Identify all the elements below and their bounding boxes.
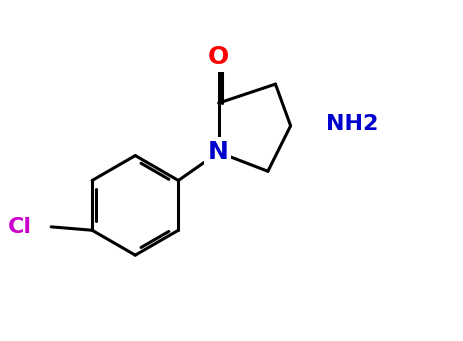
Text: O: O [208, 45, 229, 69]
Text: Cl: Cl [8, 217, 32, 237]
Text: NH2: NH2 [326, 114, 378, 134]
Text: N: N [207, 140, 228, 164]
